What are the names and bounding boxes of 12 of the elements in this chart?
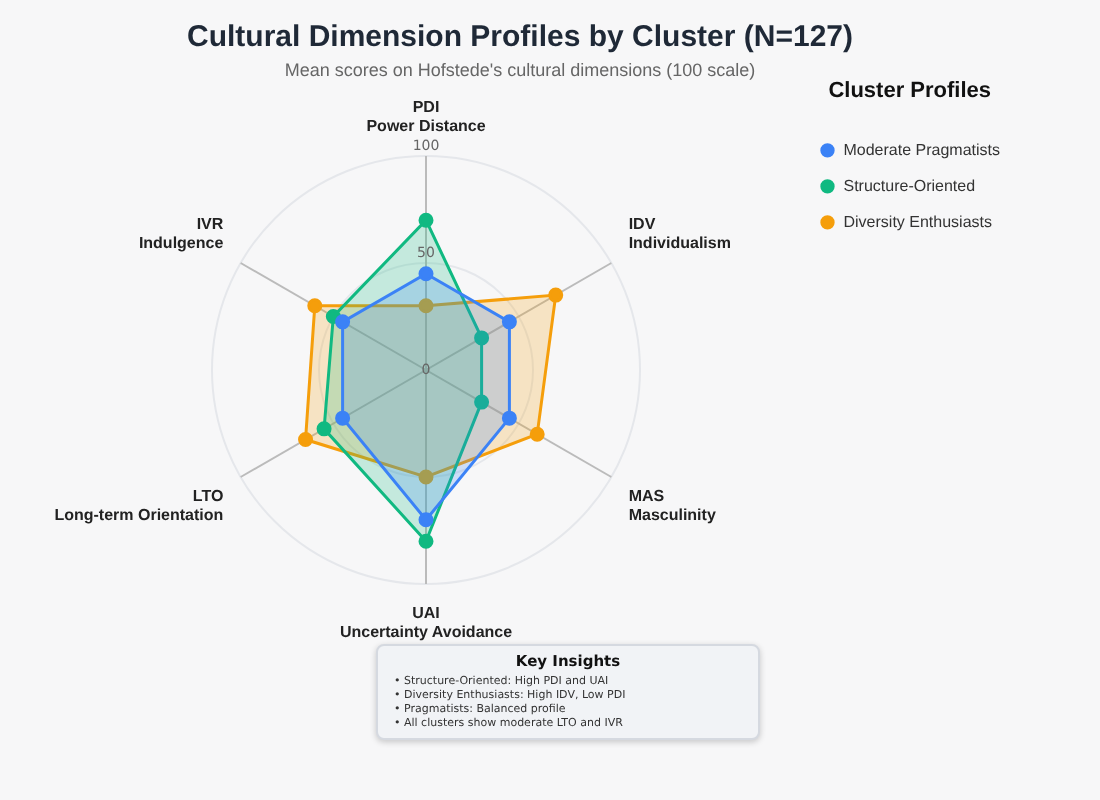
spoke-label: LTO Long-term Orientation (54, 487, 224, 525)
spoke-label: IVR Indulgence (138, 214, 225, 252)
spoke-label: IDV Individualism (628, 214, 731, 252)
legend-label: Structure-Oriented (843, 176, 976, 195)
legend-label: Moderate Pragmatists (843, 140, 1001, 159)
spoke-label: MAS Masculinity (628, 487, 717, 525)
spoke-label: UAI Uncertainty Avoidance (339, 604, 514, 642)
legend-label: Diversity Enthusiasts (843, 212, 992, 231)
spoke-label: PDI Power Distance (366, 97, 487, 135)
legend-title: Cluster Profiles (828, 79, 992, 104)
chart-title: Cultural Dimension Profiles by Cluster (N=127) (187, 20, 853, 55)
chart-subtitle: Mean scores on Hofstede's cultural dimensions (100 scale) (284, 59, 756, 80)
